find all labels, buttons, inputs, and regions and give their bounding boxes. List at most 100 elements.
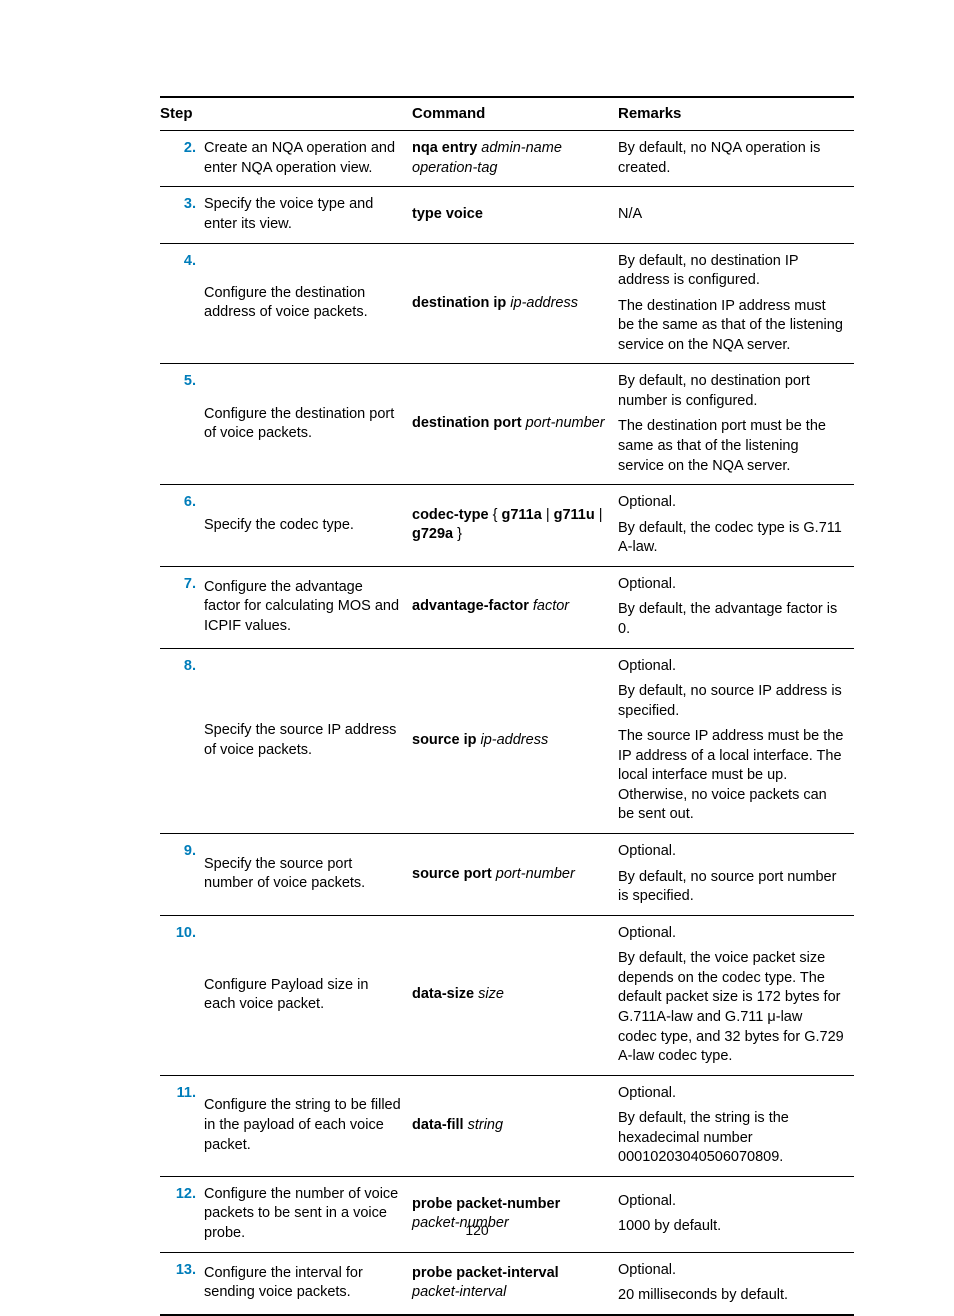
page-number: 120	[0, 1221, 954, 1240]
cmd-keyword: destination port	[412, 415, 526, 431]
step-number: 5.	[160, 364, 204, 485]
cmd-argument: size	[478, 986, 504, 1002]
table-row: 13.Configure the interval for sending vo…	[160, 1252, 854, 1315]
remark-paragraph: By default, no destination port number i…	[618, 372, 844, 411]
command-cell: data-size size	[412, 915, 618, 1075]
remark-paragraph: N/A	[618, 205, 844, 225]
command-cell: codec-type { g711a | g711u | g729a }	[412, 485, 618, 567]
remarks-cell: By default, no destination IP address is…	[618, 243, 854, 364]
remark-paragraph: The source IP address must be the IP add…	[618, 727, 844, 825]
step-number: 10.	[160, 915, 204, 1075]
step-description: Configure Payload size in each voice pac…	[204, 915, 412, 1075]
table-row: 7.Configure the advantage factor for cal…	[160, 566, 854, 648]
step-description: Configure the destination address of voi…	[204, 243, 412, 364]
remarks-cell: By default, no NQA operation is created.	[618, 131, 854, 187]
cmd-keyword: advantage-factor	[412, 598, 533, 614]
command-cell: destination ip ip-address	[412, 243, 618, 364]
step-number: 2.	[160, 131, 204, 187]
remark-paragraph: By default, the advantage factor is 0.	[618, 600, 844, 639]
command-cell: probe packet-number packet-number	[412, 1176, 618, 1252]
step-description: Create an NQA operation and enter NQA op…	[204, 131, 412, 187]
remark-paragraph: Optional.	[618, 657, 844, 677]
cmd-keyword: g729a	[412, 526, 453, 542]
step-number: 4.	[160, 243, 204, 364]
cmd-text: |	[542, 507, 554, 523]
table-row: 3.Specify the voice type and enter its v…	[160, 187, 854, 243]
remark-paragraph: Optional.	[618, 1192, 844, 1212]
step-description: Configure the interval for sending voice…	[204, 1252, 412, 1315]
table-row: 9.Specify the source port number of voic…	[160, 834, 854, 916]
remarks-cell: Optional.1000 by default.	[618, 1176, 854, 1252]
cmd-argument: ip-address	[510, 295, 578, 311]
cmd-keyword: g711u	[554, 507, 595, 523]
remarks-cell: N/A	[618, 187, 854, 243]
remark-paragraph: Optional.	[618, 493, 844, 513]
cmd-keyword: destination ip	[412, 295, 510, 311]
step-description: Specify the source IP address of voice p…	[204, 648, 412, 834]
cmd-keyword: codec-type	[412, 507, 489, 523]
step-description: Configure the number of voice packets to…	[204, 1176, 412, 1252]
command-cell: source ip ip-address	[412, 648, 618, 834]
step-number: 3.	[160, 187, 204, 243]
cmd-argument: port-number	[496, 866, 575, 882]
remark-paragraph: Optional.	[618, 924, 844, 944]
cmd-keyword: nqa entry	[412, 140, 481, 156]
step-number: 8.	[160, 648, 204, 834]
command-cell: advantage-factor factor	[412, 566, 618, 648]
cmd-keyword: data-fill	[412, 1117, 468, 1133]
command-cell: probe packet-interval packet-interval	[412, 1252, 618, 1315]
cmd-keyword: g711a	[501, 507, 541, 523]
cmd-keyword: type voice	[412, 206, 483, 222]
command-cell: type voice	[412, 187, 618, 243]
step-number: 9.	[160, 834, 204, 916]
table-row: 5.Configure the destination port of voic…	[160, 364, 854, 485]
header-command: Command	[412, 97, 618, 131]
remarks-cell: Optional. By default, the advantage facto…	[618, 566, 854, 648]
step-number: 6.	[160, 485, 204, 567]
step-description: Specify the voice type and enter its vie…	[204, 187, 412, 243]
remark-paragraph: Optional.	[618, 1261, 844, 1281]
remark-paragraph: The destination IP address must be the s…	[618, 297, 844, 356]
table-row: 4.Configure the destination address of v…	[160, 243, 854, 364]
step-description: Configure the advantage factor for calcu…	[204, 566, 412, 648]
remarks-cell: Optional. By default, the codec type is G…	[618, 485, 854, 567]
step-description: Specify the source port number of voice …	[204, 834, 412, 916]
remark-paragraph: By default, no source port number is spe…	[618, 868, 844, 907]
cmd-keyword: probe packet-interval	[412, 1265, 559, 1281]
remark-paragraph: By default, the codec type is G.711 A-la…	[618, 519, 844, 558]
table-row: 2.Create an NQA operation and enter NQA …	[160, 131, 854, 187]
remarks-cell: Optional.By default, no source port numb…	[618, 834, 854, 916]
command-cell: data-fill string	[412, 1075, 618, 1176]
command-cell: nqa entry admin-name operation-tag	[412, 131, 618, 187]
remark-paragraph: Optional.	[618, 1084, 844, 1104]
table-row: 10.Configure Payload size in each voice …	[160, 915, 854, 1075]
cmd-argument: packet-interval	[412, 1284, 506, 1300]
command-cell: destination port port-number	[412, 364, 618, 485]
remark-paragraph: Optional.	[618, 575, 844, 595]
header-step: Step	[160, 97, 412, 131]
remark-paragraph: By default, no NQA operation is created.	[618, 139, 844, 178]
remark-paragraph: By default, no source IP address is spec…	[618, 682, 844, 721]
remark-paragraph: By default, the string is the hexadecima…	[618, 1109, 844, 1168]
cmd-keyword: data-size	[412, 986, 478, 1002]
step-description: Configure the destination port of voice …	[204, 364, 412, 485]
remark-paragraph: By default, no destination IP address is…	[618, 252, 844, 291]
step-description: Specify the codec type.	[204, 485, 412, 567]
cmd-argument: ip-address	[481, 732, 549, 748]
cmd-keyword: source port	[412, 866, 496, 882]
remarks-cell: By default, no destination port number i…	[618, 364, 854, 485]
step-number: 7.	[160, 566, 204, 648]
table-row: 8.Specify the source IP address of voice…	[160, 648, 854, 834]
cmd-argument: factor	[533, 598, 569, 614]
remarks-cell: Optional.20 milliseconds by default.	[618, 1252, 854, 1315]
cmd-text: }	[453, 526, 462, 542]
remark-paragraph: By default, the voice packet size depend…	[618, 949, 844, 1066]
header-remarks: Remarks	[618, 97, 854, 131]
remarks-cell: Optional. By default, no source IP addres…	[618, 648, 854, 834]
cmd-text: |	[595, 507, 603, 523]
step-description: Configure the string to be filled in the…	[204, 1075, 412, 1176]
remark-paragraph: The destination port must be the same as…	[618, 417, 844, 476]
remarks-cell: Optional. By default, the string is the h…	[618, 1075, 854, 1176]
step-number: 13.	[160, 1252, 204, 1315]
table-row: 6.Specify the codec type.codec-type { g7…	[160, 485, 854, 567]
